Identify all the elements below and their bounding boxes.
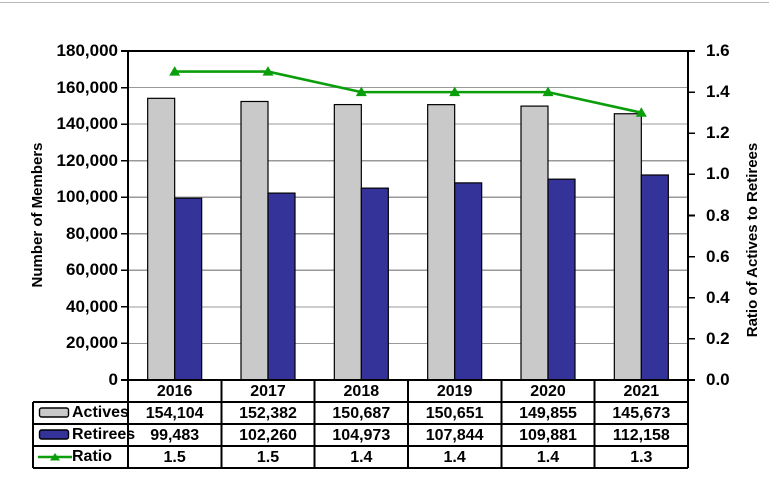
retirees-bar [454,182,483,381]
right-axis-tick-label: 0.2 [706,328,730,348]
actives-bar [333,103,362,381]
right-axis-tick-label: 0.4 [706,287,730,307]
actives-value-cell: 149,855 [519,404,577,422]
left-axis-title: Number of Members [29,142,46,288]
actives-bar [427,104,456,381]
right-axis-tick-label: 1.6 [706,41,730,60]
left-axis-tick-label: 0 [108,370,118,389]
left-axis-tick-label: 60,000 [66,260,118,280]
legend-row-actives: Actives [33,403,129,423]
ratio-value-cell: 1.4 [443,448,466,466]
actives-value-cell: 150,651 [425,404,484,422]
actives-bar [147,97,176,381]
plot-border [127,50,689,381]
ratio-value-cell: 1.5 [163,448,186,466]
ratio-line [174,70,642,114]
left-axis-tick-label: 160,000 [56,77,118,97]
retirees-bar [547,178,576,381]
top-divider-line [0,2,769,3]
legend-row-ratio: Ratio [33,447,128,467]
left-axis-tick-label: 140,000 [56,114,118,134]
legend-label: Actives [72,404,129,421]
retirees-value-cell: 109,881 [519,426,577,444]
retirees-bar [174,197,203,381]
right-axis-tick-label: 1.0 [706,164,730,184]
ratio-marker-icon [542,86,554,97]
left-axis-tick-label: 120,000 [56,150,118,170]
ratio-line-key-icon [38,453,72,461]
retirees-bar [360,187,389,381]
year-cell: 2019 [436,382,473,400]
right-axis-title: Ratio of Actives to Retirees [744,142,761,338]
year-cell: 2021 [623,382,660,400]
left-axis-tick-label: 40,000 [66,296,118,316]
ratio-marker-icon [169,66,181,76]
left-axis-tick-label: 80,000 [66,223,118,243]
right-axis-tick-label: 0.6 [706,246,730,266]
retirees-bar [640,174,669,381]
ratio-marker-icon [449,86,461,97]
right-axis-tick-label: 0.0 [706,370,730,389]
left-axis-tick-label: 100,000 [56,187,118,207]
retirees-bar [267,192,296,381]
actives-bar [520,105,549,381]
left-axis-tick-label: 180,000 [56,41,118,60]
year-cell: 2018 [343,382,380,400]
legend-label: Ratio [72,448,112,465]
retirees-value-cell: 102,260 [239,426,297,444]
ratio-marker-icon [355,86,367,97]
actives-bar [613,113,642,381]
actives-value-cell: 152,382 [239,404,297,422]
retirees-value-cell: 107,844 [425,426,484,444]
legend-label: Retirees [72,426,136,443]
actives-value-cell: 145,673 [612,404,671,422]
actives-swatch-icon [38,407,70,418]
ratio-marker-icon [262,66,274,76]
right-axis-tick-label: 1.2 [706,123,730,143]
retirees-value-cell: 112,158 [612,426,670,444]
actives-value-cell: 150,687 [332,404,391,422]
ratio-value-cell: 1.4 [350,448,373,466]
retirees-swatch-icon [38,429,70,440]
legend-row-retirees: Retirees [33,425,135,445]
left-axis-tick-label: 20,000 [66,333,118,353]
right-axis-tick-label: 1.4 [706,82,730,102]
retirees-value-cell: 99,483 [150,426,200,444]
ratio-value-cell: 1.5 [256,448,280,466]
ratio-value-cell: 1.3 [630,448,653,466]
retirees-value-cell: 104,973 [332,426,391,444]
actives-bar [240,100,269,381]
ratio-value-cell: 1.4 [536,448,560,466]
right-axis-tick-label: 0.8 [706,205,730,225]
ratio-marker-icon [635,107,647,117]
year-cell: 2016 [156,382,193,400]
actives-value-cell: 154,104 [145,404,204,422]
year-cell: 2020 [530,382,566,400]
year-cell: 2017 [250,382,286,400]
